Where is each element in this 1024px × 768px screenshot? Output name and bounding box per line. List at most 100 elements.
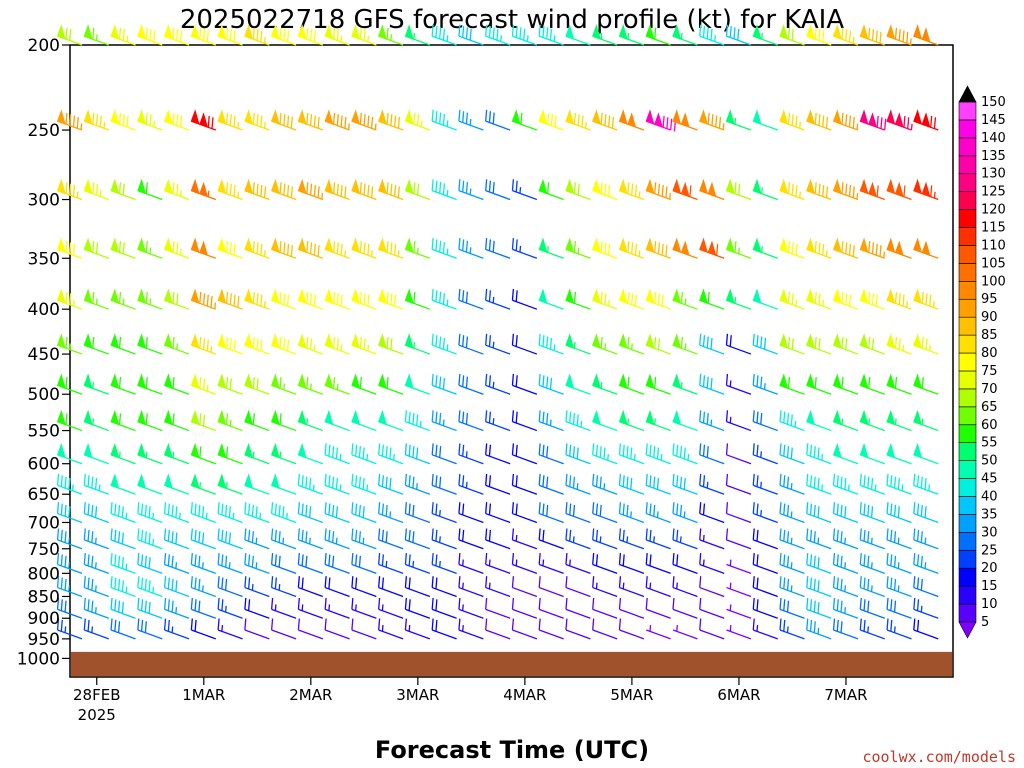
wind-barb: [886, 237, 912, 259]
colorbar-swatch: [958, 352, 977, 372]
wind-barb: [56, 473, 83, 495]
wind-barb: [725, 237, 752, 259]
wind-barb: [324, 409, 350, 432]
colorbar-max-arrow: [958, 85, 977, 103]
wind-barb: [806, 443, 832, 465]
wind-barb: [351, 597, 377, 619]
wind-barb: [886, 333, 912, 355]
wind-barb: [618, 473, 645, 495]
wind-barb: [244, 553, 270, 574]
wind-barb: [752, 576, 778, 598]
colorbar-swatch: [958, 281, 977, 300]
colorbar-swatch: [958, 101, 977, 121]
wind-barb: [56, 109, 83, 131]
wind-barb: [190, 502, 217, 524]
wind-barb: [217, 409, 243, 432]
wind-barb: [565, 410, 591, 432]
wind-barb: [779, 473, 805, 495]
colorbar-min-arrow: [958, 621, 977, 639]
plot-border: [69, 44, 954, 678]
wind-barb: [378, 597, 404, 619]
wind-barb: [56, 553, 83, 574]
wind-barb: [752, 237, 778, 259]
wind-barb: [645, 24, 671, 46]
wind-barb: [378, 576, 404, 598]
wind-barb: [699, 618, 725, 640]
wind-barb: [672, 443, 698, 465]
wind-barb: [458, 443, 484, 465]
colorbar-label: 150: [981, 95, 1006, 110]
wind-barb: [351, 553, 377, 574]
wind-barb: [163, 373, 190, 395]
wind-barb: [83, 109, 109, 131]
wind-barb: [56, 528, 83, 550]
wind-barb: [565, 473, 591, 495]
wind-barb: [297, 409, 324, 432]
wind-barb: [324, 618, 350, 640]
colorbar-swatch: [958, 155, 977, 175]
wind-barb: [592, 553, 618, 574]
wind-barb: [458, 288, 484, 310]
wind-barb: [56, 618, 83, 640]
x-tick-label: 3MAR: [396, 686, 439, 704]
wind-barb: [378, 473, 404, 495]
wind-barb: [511, 618, 538, 640]
wind-barb: [270, 178, 297, 201]
wind-barb: [725, 24, 752, 46]
wind-barb: [779, 288, 805, 310]
wind-barb: [672, 502, 698, 524]
wind-barb: [351, 178, 377, 201]
wind-barb: [56, 576, 83, 598]
wind-barb: [511, 237, 538, 259]
wind-barb: [351, 373, 377, 395]
wind-barb: [190, 333, 217, 355]
wind-barb: [431, 179, 457, 201]
wind-barb: [886, 109, 913, 131]
colorbar-label: 10: [981, 597, 998, 612]
wind-barb: [725, 502, 752, 524]
wind-barb: [859, 109, 887, 131]
wind-barb: [110, 618, 136, 640]
colorbar-swatch: [958, 316, 977, 336]
wind-barb: [752, 618, 778, 640]
wind-barb: [270, 373, 297, 395]
colorbar-label: 40: [981, 489, 998, 504]
wind-barb: [618, 502, 645, 524]
wind-barb: [672, 24, 698, 46]
colorbar-swatch: [958, 406, 977, 426]
wind-barb: [137, 618, 163, 640]
colorbar-label: 85: [981, 328, 998, 343]
y-tick-label: 850: [28, 587, 60, 607]
wind-barb: [404, 288, 431, 310]
wind-barb: [511, 410, 538, 432]
wind-barb: [378, 178, 404, 201]
wind-barb: [511, 333, 538, 355]
wind-barb: [244, 237, 270, 259]
wind-barb: [404, 178, 431, 201]
wind-barb: [645, 178, 671, 201]
wind-barb: [458, 576, 484, 598]
wind-barb: [832, 178, 859, 201]
wind-barb: [458, 179, 484, 201]
wind-barb: [404, 473, 431, 495]
colorbar-label: 90: [981, 310, 998, 325]
wind-barb: [83, 618, 109, 640]
wind-barb: [190, 288, 217, 310]
chart-title: 2025022718 GFS forecast wind profile (kt…: [180, 5, 844, 35]
wind-barb: [270, 333, 297, 355]
wind-barb: [244, 618, 270, 640]
credit-text[interactable]: coolwx.com/models: [862, 748, 1016, 766]
wind-barb: [725, 410, 752, 432]
wind-barb: [511, 373, 538, 395]
wind-barb: [163, 109, 190, 131]
wind-barb: [832, 237, 859, 259]
wind-barb: [110, 553, 136, 574]
wind-barb: [645, 333, 671, 355]
wind-barb: [618, 597, 645, 619]
wind-barb: [672, 553, 698, 574]
wind-barb: [699, 576, 725, 598]
wind-barb: [779, 553, 805, 574]
wind-barb: [565, 178, 591, 201]
wind-barb: [244, 597, 270, 619]
wind-barb: [592, 288, 618, 310]
